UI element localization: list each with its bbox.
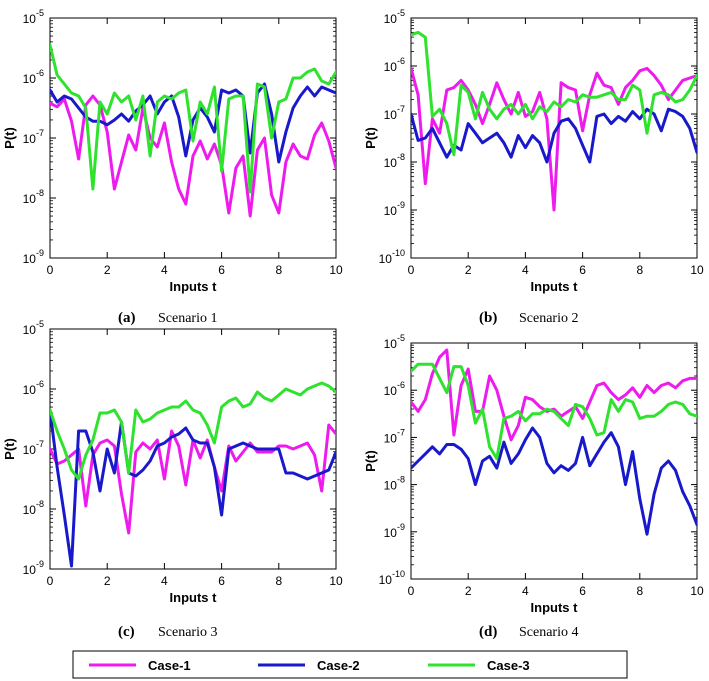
y-tick-label: 10-10 (379, 569, 405, 587)
series-line-case-1 (411, 348, 697, 442)
y-tick-label: 10-9 (23, 559, 44, 577)
series-line-case-3 (411, 30, 697, 157)
x-tick-label: 8 (275, 263, 282, 277)
y-tick-label: 10-6 (23, 68, 44, 86)
y-axis-label: P(t) (363, 450, 378, 472)
caption-letter: (c) (118, 624, 135, 640)
caption-letter: (d) (479, 624, 497, 640)
legend-label-case-2: Case-2 (317, 658, 360, 673)
x-tick-label: 10 (690, 263, 704, 277)
y-tick-label: 10-9 (23, 248, 44, 266)
y-axis-label: P(t) (2, 127, 17, 149)
series-line-case-1 (411, 66, 697, 212)
y-tick-label: 10-9 (384, 200, 405, 218)
x-tick-label: 10 (690, 584, 704, 598)
x-tick-label: 0 (408, 584, 415, 598)
panel-d: 10-10 10-9 10-8 10-7 10-6 10-5 0 2 4 6 8 10 Inputs t… (363, 333, 704, 640)
y-tick-label: 10-8 (23, 499, 44, 517)
panel-b: 10-10 10-9 10-8 10-7 10-6 10-5 0 2 4 6 8 10 Inputs t… (363, 8, 704, 326)
x-tick-label: 4 (161, 263, 168, 277)
y-tick-label: 10-7 (23, 128, 44, 146)
x-tick-label: 4 (161, 574, 168, 588)
y-tick-label: 10-8 (384, 475, 405, 493)
x-tick-label: 4 (522, 263, 529, 277)
x-tick-label: 4 (522, 584, 529, 598)
legend-label-case-1: Case-1 (148, 658, 191, 673)
series-line-case-3 (50, 43, 336, 194)
series-line-case-3 (411, 362, 697, 461)
plot-area (410, 342, 698, 580)
y-tick-label: 10-5 (384, 333, 405, 351)
x-tick-label: 8 (636, 263, 643, 277)
caption-letter: (a) (118, 310, 136, 326)
x-axis-label: Inputs t (170, 590, 218, 605)
x-tick-label: 0 (47, 574, 54, 588)
y-tick-label: 10-7 (384, 427, 405, 445)
y-axis-label: P(t) (2, 438, 17, 460)
panel-c: 10-9 10-8 10-7 10-6 10-5 0 2 4 6 8 10 Inputs t P(t) (… (2, 319, 343, 640)
caption-title: Scenario 3 (158, 625, 217, 640)
series-line-case-3 (50, 381, 336, 481)
y-tick-label: 10-9 (384, 522, 405, 540)
y-tick-label: 10-5 (23, 319, 44, 337)
x-tick-label: 8 (636, 584, 643, 598)
x-tick-label: 10 (329, 574, 343, 588)
caption-title: Scenario 2 (519, 311, 578, 326)
series-line-case-2 (411, 107, 697, 164)
x-axis-label: Inputs t (531, 600, 579, 615)
y-tick-label: 10-8 (23, 188, 44, 206)
caption-title: Scenario 1 (158, 311, 217, 326)
series-line-case-2 (411, 426, 697, 536)
legend: Case-1 Case-2 Case-3 (72, 650, 628, 679)
panel-a: 10-9 10-8 10-7 10-6 10-5 0 2 4 6 8 10 Inputs t P(t) (… (2, 8, 343, 326)
y-tick-label: 10-8 (384, 152, 405, 170)
x-tick-label: 2 (104, 574, 111, 588)
caption-letter: (b) (479, 310, 497, 326)
legend-label-case-3: Case-3 (487, 658, 530, 673)
x-tick-label: 6 (218, 574, 225, 588)
x-axis-label: Inputs t (170, 279, 218, 294)
series-line-case-2 (50, 408, 336, 568)
x-tick-label: 10 (329, 263, 343, 277)
y-tick-label: 10-6 (384, 56, 405, 74)
y-tick-label: 10-10 (379, 248, 405, 266)
y-tick-label: 10-5 (384, 8, 405, 26)
y-tick-label: 10-7 (23, 439, 44, 457)
x-tick-label: 8 (275, 574, 282, 588)
x-tick-label: 2 (465, 584, 472, 598)
y-tick-label: 10-6 (23, 379, 44, 397)
x-tick-label: 2 (465, 263, 472, 277)
x-tick-label: 6 (579, 584, 586, 598)
y-axis-label: P(t) (363, 127, 378, 149)
x-tick-label: 2 (104, 263, 111, 277)
series-line-case-1 (50, 94, 336, 218)
legend-box (72, 650, 628, 679)
x-tick-label: 0 (47, 263, 54, 277)
caption-title: Scenario 4 (519, 625, 578, 640)
y-tick-label: 10-6 (384, 380, 405, 398)
y-tick-label: 10-7 (384, 104, 405, 122)
x-tick-label: 6 (218, 263, 225, 277)
x-axis-label: Inputs t (531, 279, 579, 294)
x-tick-label: 6 (579, 263, 586, 277)
x-tick-label: 0 (408, 263, 415, 277)
y-tick-label: 10-5 (23, 8, 44, 26)
